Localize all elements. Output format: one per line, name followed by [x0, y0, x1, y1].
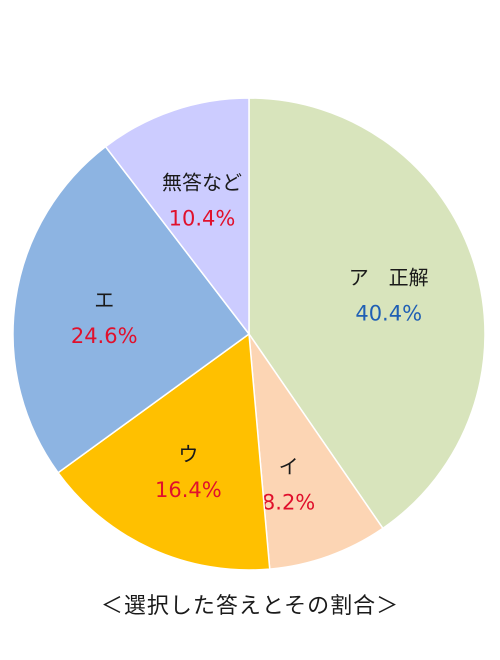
slice-label-3: エ — [94, 288, 114, 312]
pie-slice-2 — [57, 332, 271, 571]
chart-caption: ＜選択した答えとその割合＞ — [100, 594, 400, 619]
slice-label-1: イ — [279, 455, 299, 479]
slice-label-0: ア 正解 — [349, 266, 429, 290]
slice-value-4: 10.4% — [169, 206, 236, 230]
slice-label-4: 無答など — [162, 170, 242, 194]
pie-slice-4 — [104, 97, 250, 337]
slice-value-1: 8.2% — [262, 491, 315, 515]
pie-slice-3 — [12, 145, 251, 474]
pie-slice-1 — [248, 331, 384, 570]
slice-label-2: ウ — [178, 442, 198, 466]
slice-value-2: 16.4% — [155, 478, 222, 502]
pie-slice-0 — [248, 97, 486, 530]
slice-value-3: 24.6% — [71, 324, 138, 348]
slice-value-0: 40.4% — [355, 302, 422, 326]
